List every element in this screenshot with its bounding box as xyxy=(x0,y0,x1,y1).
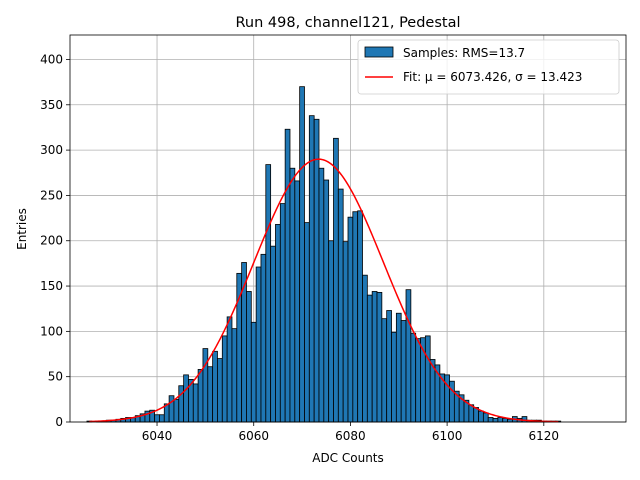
legend-box xyxy=(357,39,620,95)
y-tick-label: 0 xyxy=(55,415,63,429)
histogram-bar xyxy=(279,203,286,423)
legend-label-fit: Fit: μ = 6073.426, σ = 13.423 xyxy=(403,70,582,84)
histogram-bar xyxy=(212,350,218,423)
histogram-bar xyxy=(478,410,484,423)
legend-swatch-samples xyxy=(364,46,394,58)
histogram-bar xyxy=(468,404,475,423)
histogram-bar xyxy=(231,328,238,423)
legend: Samples: RMS=13.7 Fit: μ = 6073.426, σ =… xyxy=(357,39,620,95)
y-tick-label: 100 xyxy=(40,324,63,338)
histogram-bar xyxy=(236,272,243,423)
histogram-bar xyxy=(521,416,528,423)
y-tick-label: 50 xyxy=(48,370,63,384)
histogram-bar xyxy=(275,224,281,423)
x-tick-label: 6100 xyxy=(432,429,463,443)
histogram-bar xyxy=(492,417,499,423)
histogram-bar xyxy=(173,398,180,423)
y-axis-ticks: 0 50 100 150 200 250 300 350 400 xyxy=(40,52,70,429)
histogram-bar xyxy=(284,128,291,423)
histogram-bar xyxy=(246,291,252,423)
histogram-bar xyxy=(366,294,373,423)
histogram-bar xyxy=(395,312,402,423)
y-tick-label: 250 xyxy=(40,188,63,202)
y-tick-label: 200 xyxy=(40,234,63,248)
fit-curve-group xyxy=(89,158,559,423)
histogram-bar xyxy=(400,320,407,423)
histogram-bar xyxy=(255,266,262,423)
y-tick-label: 300 xyxy=(40,143,63,157)
histogram-bar xyxy=(260,253,267,423)
histogram-bar xyxy=(502,417,508,423)
histogram-bar xyxy=(357,210,363,423)
histogram-bar xyxy=(410,332,417,423)
histogram-bar xyxy=(376,291,383,423)
histogram-bar xyxy=(313,118,320,423)
histogram-bar xyxy=(168,395,175,423)
histogram-bar xyxy=(371,291,378,423)
y-tick-label: 400 xyxy=(40,52,63,66)
y-axis-label: Entries xyxy=(15,208,29,250)
histogram-bar xyxy=(424,335,431,423)
histogram-bar xyxy=(391,331,397,423)
histogram-bar xyxy=(352,211,359,423)
histogram-bar xyxy=(299,86,305,423)
fit-curve xyxy=(89,158,559,423)
histogram-bar xyxy=(270,245,276,423)
histogram-bar xyxy=(192,383,199,423)
histogram-bar xyxy=(333,137,339,423)
histogram-bar xyxy=(202,348,209,423)
legend-label-samples: Samples: RMS=13.7 xyxy=(403,46,525,60)
x-tick-label: 6080 xyxy=(335,429,366,443)
plot-frame xyxy=(69,34,627,423)
histogram-bar xyxy=(415,338,421,423)
histogram-bar xyxy=(197,369,204,423)
histogram-bar xyxy=(178,385,185,423)
histogram-bar xyxy=(405,289,412,423)
histogram-bar xyxy=(318,167,325,423)
histogram-bar xyxy=(337,188,344,423)
y-tick-label: 150 xyxy=(40,279,63,293)
x-tick-label: 6060 xyxy=(238,429,269,443)
histogram-bar xyxy=(381,318,388,423)
histogram-bar xyxy=(154,414,160,423)
histogram-bars xyxy=(86,86,562,423)
x-axis-label: ADC Counts xyxy=(312,451,384,465)
histogram-bar xyxy=(226,316,233,423)
x-tick-label: 6120 xyxy=(529,429,560,443)
histogram-bar xyxy=(342,241,349,423)
histogram-bar xyxy=(362,274,368,423)
histogram-bar xyxy=(487,417,494,423)
histogram-bar xyxy=(217,358,223,423)
histogram-bar xyxy=(265,164,272,423)
chart-title: Run 498, channel121, Pedestal xyxy=(235,15,460,31)
histogram-bar xyxy=(289,167,296,423)
histogram-bar xyxy=(250,321,257,423)
histogram-bar xyxy=(497,417,504,423)
histogram-bar xyxy=(221,335,228,423)
histogram-bar xyxy=(328,240,334,423)
y-tick-label: 350 xyxy=(40,98,63,112)
histogram-bar xyxy=(347,216,354,423)
histogram-bar xyxy=(507,418,513,423)
histogram-bar xyxy=(323,179,330,423)
histogram-bar xyxy=(386,310,392,423)
x-axis-ticks: 6040 6060 6080 6100 6120 xyxy=(142,422,559,443)
histogram-bar xyxy=(304,222,310,423)
histogram-bar xyxy=(482,412,489,423)
histogram-bar xyxy=(159,414,165,423)
x-tick-label: 6040 xyxy=(142,429,173,443)
histogram-bar xyxy=(183,374,189,423)
histogram-bar xyxy=(207,366,214,423)
histogram-bar xyxy=(294,180,301,423)
